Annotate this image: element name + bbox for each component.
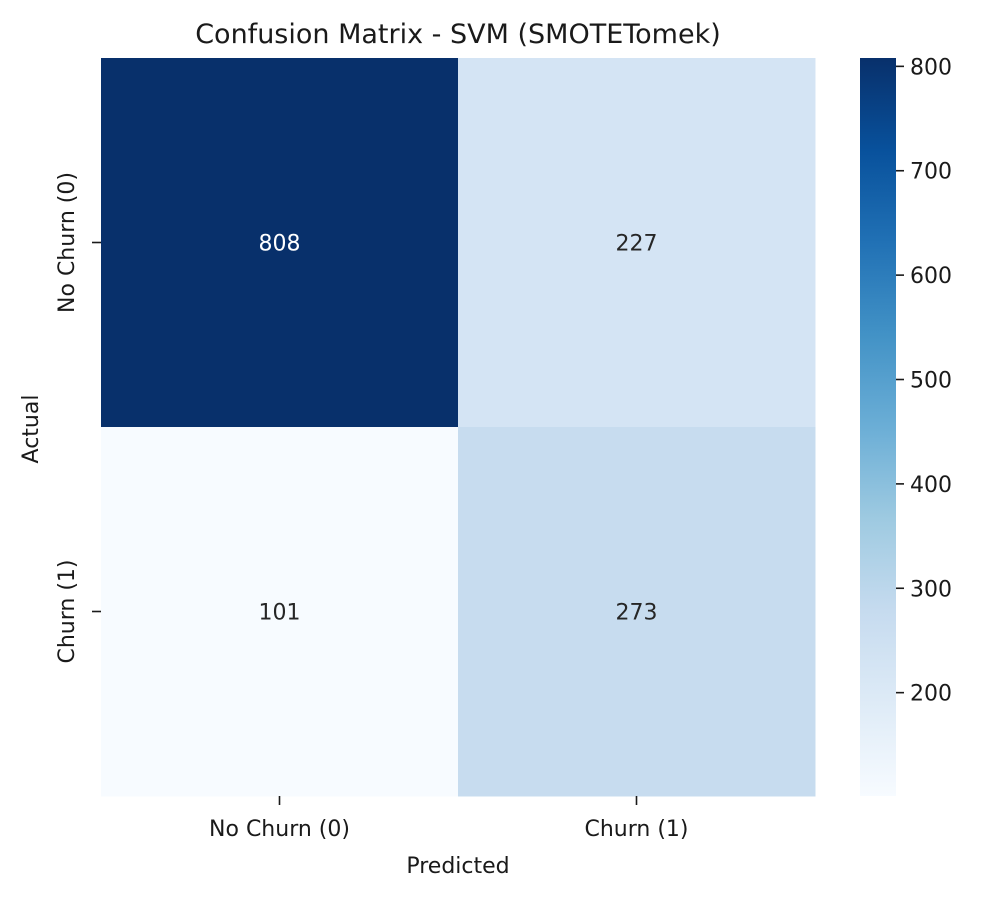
colorbar-tick-label: 600 (910, 264, 952, 289)
cell-annotation-r0-c0: 808 (259, 232, 301, 257)
heatmap-cell-r0-c0 (101, 58, 459, 428)
x-tick-label: Churn (1) (584, 817, 688, 842)
colorbar-ticks: 200 300 400 500 600 700 800 (896, 55, 952, 707)
colorbar-tick-label: 500 (910, 369, 952, 394)
colorbar-tick-label: 800 (910, 55, 952, 80)
y-axis-ticks: No Churn (0) Churn (1) (55, 172, 101, 664)
y-tick-label: Churn (1) (55, 559, 80, 663)
heatmap-cell-r1-c1 (458, 427, 816, 797)
y-axis-label: Actual (19, 395, 44, 464)
colorbar-tick-label: 400 (910, 473, 952, 498)
heatmap-cell-r1-c0 (101, 427, 459, 797)
y-tick-label: No Churn (0) (55, 172, 80, 313)
x-axis-label: Predicted (406, 854, 509, 879)
colorbar-tick-label: 700 (910, 160, 952, 185)
chart-title: Confusion Matrix - SVM (SMOTETomek) (195, 19, 721, 50)
heatmap-cell-r0-c1 (458, 58, 816, 428)
colorbar-tick-label: 200 (910, 682, 952, 707)
cell-annotation-r1-c1: 273 (616, 601, 658, 626)
colorbar-tick-label: 300 (910, 577, 952, 602)
cell-annotation-r0-c1: 227 (616, 232, 658, 257)
colorbar-gradient (860, 58, 896, 796)
x-tick-label: No Churn (0) (209, 817, 350, 842)
x-axis-ticks: No Churn (0) Churn (1) (209, 796, 689, 842)
cell-annotation-r1-c0: 101 (259, 601, 301, 626)
heatmap-cells: 808 227 101 273 (101, 58, 816, 797)
colorbar: 200 300 400 500 600 700 800 (860, 55, 952, 796)
